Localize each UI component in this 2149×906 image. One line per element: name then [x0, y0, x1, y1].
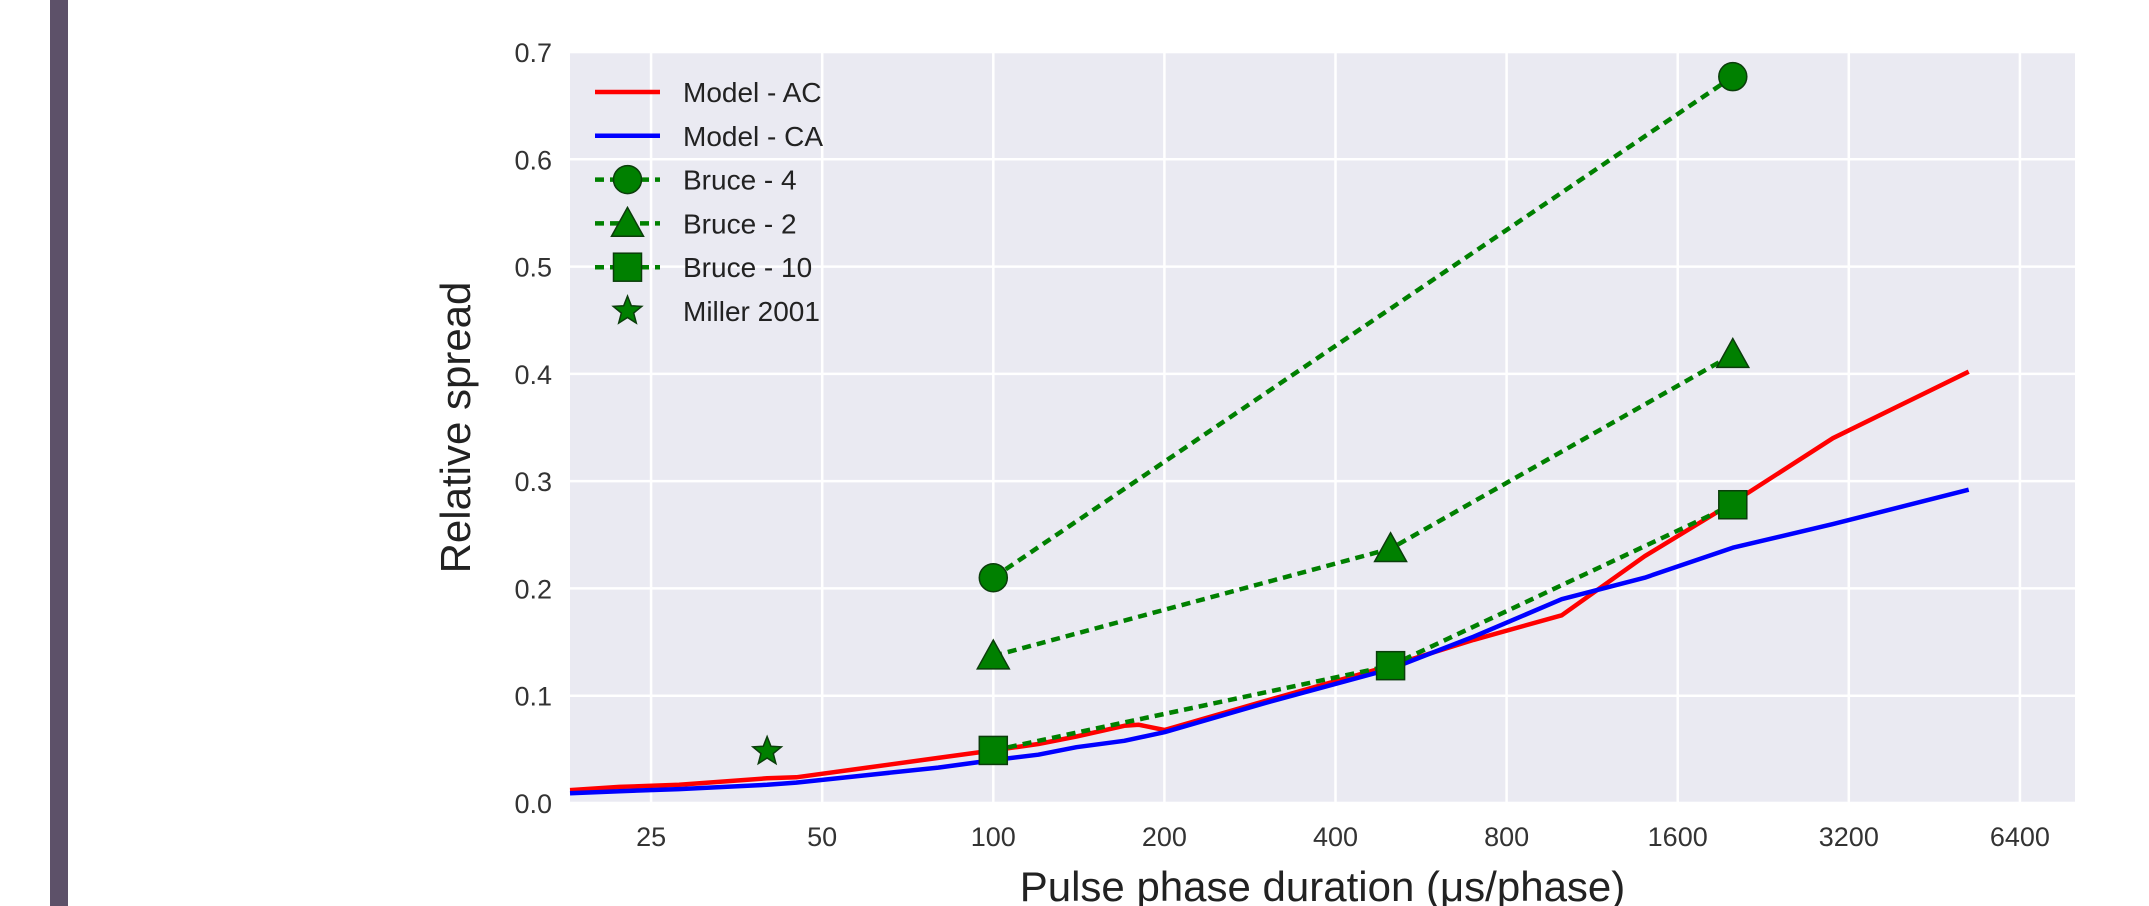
data-point-miller-2001 [750, 734, 784, 766]
x-tick-label: 50 [807, 822, 837, 852]
x-tick-label: 100 [971, 822, 1016, 852]
data-point-bruce-2 [1373, 531, 1408, 563]
series-model-ac [569, 369, 1970, 793]
legend-entry-model-ac: Model - AC [595, 77, 822, 108]
legend-swatch-marker [612, 252, 643, 282]
data-point-bruce-2 [1715, 337, 1751, 369]
data-point-bruce-10 [1718, 489, 1748, 520]
y-tick-label: 0.5 [514, 253, 552, 283]
series-bruce-10 [978, 489, 1748, 766]
legend-label: Model - AC [683, 77, 822, 108]
y-tick-label: 0.1 [514, 682, 552, 712]
data-point-bruce-4 [1718, 61, 1748, 92]
data-point-bruce-2 [976, 638, 1011, 670]
legend-entry-bruce-2: Bruce - 2 [595, 205, 797, 239]
legend-swatch-marker [610, 205, 645, 237]
plot-area [570, 52, 2075, 803]
legend-label: Miller 2001 [683, 296, 820, 327]
legend-swatch-marker [611, 293, 644, 325]
series-line-model-ac [569, 369, 1970, 793]
x-tick-label: 800 [1484, 822, 1529, 852]
legend-entry-bruce-4: Bruce - 4 [595, 165, 797, 196]
y-axis-label: Relative spread [432, 282, 479, 574]
legend-entry-bruce-10: Bruce - 10 [595, 252, 812, 283]
x-tick-label: 1600 [1648, 822, 1708, 852]
series-miller-2001 [750, 734, 784, 766]
axis-ticks: 0.0 0.1 0.2 0.3 0.4 0.5 0.6 0.7 25 50 100 200 400 800… [514, 38, 2050, 852]
legend-label: Bruce - 10 [683, 252, 812, 283]
left-border-bar [50, 0, 68, 906]
series-layer [569, 61, 1970, 796]
legend-swatch-marker [612, 164, 643, 195]
data-point-bruce-10 [978, 735, 1009, 766]
x-tick-label: 25 [636, 822, 666, 852]
y-tick-label: 0.0 [514, 789, 552, 819]
series-model-ca [569, 487, 1970, 796]
legend: Model - AC Model - CA Bruce - 4 Bruce - 2 Br… [595, 77, 823, 327]
data-point-bruce-10 [1375, 650, 1406, 681]
legend-label: Bruce - 4 [683, 165, 797, 196]
series-line-model-ca [569, 487, 1970, 796]
legend-entry-miller-2001: Miller 2001 [611, 293, 820, 327]
x-tick-label: 200 [1142, 822, 1187, 852]
y-tick-label: 0.4 [514, 360, 552, 390]
y-tick-label: 0.6 [514, 145, 552, 175]
series-bruce-4 [978, 61, 1748, 593]
x-tick-label: 6400 [1990, 822, 2050, 852]
data-point-bruce-4 [978, 562, 1009, 593]
x-axis-label: Pulse phase duration (μs/phase) [1020, 863, 1626, 906]
y-tick-label: 0.7 [514, 38, 552, 68]
legend-label: Bruce - 2 [683, 208, 797, 239]
y-tick-label: 0.3 [514, 467, 552, 497]
legend-label: Model - CA [683, 121, 823, 152]
legend-entry-model-ca: Model - CA [595, 121, 823, 152]
y-tick-label: 0.2 [514, 574, 552, 604]
series-bruce-2 [976, 337, 1751, 670]
x-tick-label: 400 [1313, 822, 1358, 852]
x-tick-label: 3200 [1819, 822, 1879, 852]
